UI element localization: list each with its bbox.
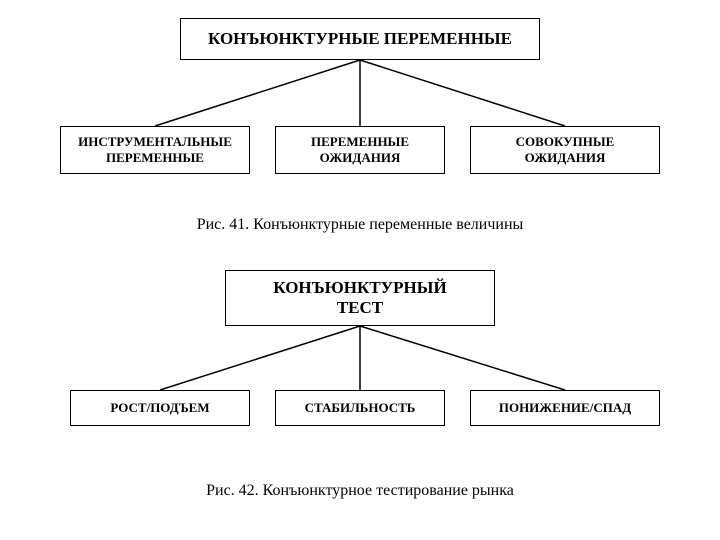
root-node: КОНЪЮНКТУРНЫЙТЕСТ	[225, 270, 495, 326]
child-label: СОВОКУПНЫЕОЖИДАНИЯ	[516, 134, 615, 165]
child-node-2: СОВОКУПНЫЕОЖИДАНИЯ	[470, 126, 660, 174]
root-label: КОНЪЮНКТУРНЫЕ ПЕРЕМЕННЫЕ	[208, 29, 512, 49]
child-node-0: РОСТ/ПОДЪЕМ	[70, 390, 250, 426]
caption-text: Рис. 41. Конъюнктурные переменные величи…	[197, 216, 524, 233]
child-node-1: СТАБИЛЬНОСТЬ	[275, 390, 445, 426]
caption-text: Рис. 42. Конъюнктурное тестирование рынк…	[206, 482, 514, 499]
child-label: РОСТ/ПОДЪЕМ	[110, 400, 209, 416]
figure-caption: Рис. 42. Конъюнктурное тестирование рынк…	[0, 482, 720, 500]
figure-caption: Рис. 41. Конъюнктурные переменные величи…	[0, 216, 720, 234]
root-label: КОНЪЮНКТУРНЫЙТЕСТ	[273, 278, 446, 319]
child-node-0: ИНСТРУМЕНТАЛЬНЫЕПЕРЕМЕННЫЕ	[60, 126, 250, 174]
diagram-fig42: КОНЪЮНКТУРНЫЙТЕСТ РОСТ/ПОДЪЕМ СТАБИЛЬНОС…	[0, 270, 720, 510]
child-label: ПОНИЖЕНИЕ/СПАД	[499, 400, 631, 416]
child-node-1: ПЕРЕМЕННЫЕОЖИДАНИЯ	[275, 126, 445, 174]
root-node: КОНЪЮНКТУРНЫЕ ПЕРЕМЕННЫЕ	[180, 18, 540, 60]
child-label: ИНСТРУМЕНТАЛЬНЫЕПЕРЕМЕННЫЕ	[78, 134, 232, 165]
diagram-fig41: КОНЪЮНКТУРНЫЕ ПЕРЕМЕННЫЕ ИНСТРУМЕНТАЛЬНЫ…	[0, 18, 720, 218]
child-label: СТАБИЛЬНОСТЬ	[305, 400, 416, 416]
child-node-2: ПОНИЖЕНИЕ/СПАД	[470, 390, 660, 426]
child-label: ПЕРЕМЕННЫЕОЖИДАНИЯ	[311, 134, 409, 165]
